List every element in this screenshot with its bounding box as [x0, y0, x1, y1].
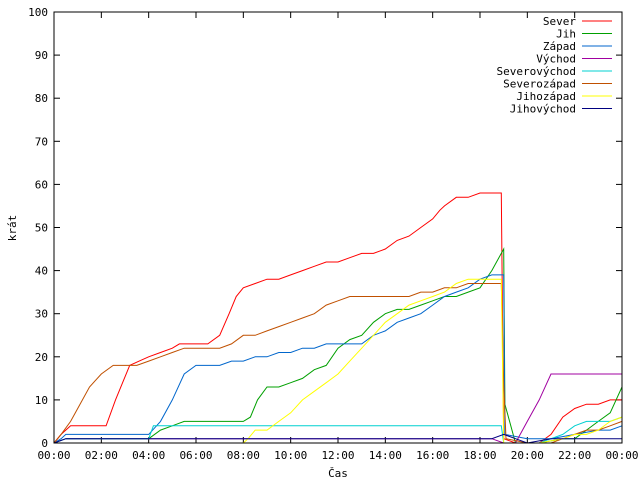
legend-label: Jihovýchod: [510, 103, 576, 116]
x-tick-label: 00:00: [605, 449, 638, 462]
x-axis-label: Čas: [328, 467, 348, 480]
x-tick-label: 10:00: [274, 449, 307, 462]
series-layer: [53, 192, 623, 444]
y-axis-label: krát: [6, 215, 19, 242]
x-tick-label: 22:00: [558, 449, 591, 462]
x-tick-label: 12:00: [321, 449, 354, 462]
y-tick-label: 30: [35, 308, 48, 321]
y-tick-label: 80: [35, 92, 48, 105]
series-line-7: [54, 278, 623, 444]
series-line-3: [53, 274, 623, 444]
legend-label: Západ: [543, 40, 576, 53]
y-tick-label: 0: [41, 437, 48, 450]
y-tick-label: 100: [28, 6, 48, 19]
x-tick-label: 14:00: [369, 449, 402, 462]
x-tick-label: 18:00: [463, 449, 496, 462]
y-tick-label: 50: [35, 222, 48, 235]
y-tick-label: 40: [35, 265, 48, 278]
y-tick-label: 10: [35, 394, 48, 407]
axes: 0 10 20 30 40 50 60 70 80 90 100 00:00 02:00 04:00 06:…: [28, 6, 638, 462]
plot-frame: [53, 11, 623, 444]
y-tick-label: 60: [35, 178, 48, 191]
series-line-1: [53, 192, 622, 444]
legend-label: Severozápad: [503, 78, 576, 91]
x-tick-label: 08:00: [227, 449, 260, 462]
x-tick-label: 02:00: [85, 449, 118, 462]
x-tick-label: 20:00: [511, 449, 544, 462]
legend-label: Sever: [543, 15, 576, 28]
y-tick-label: 20: [35, 351, 48, 364]
x-tick-label: 04:00: [132, 449, 165, 462]
x-tick-label: 16:00: [416, 449, 449, 462]
legend-label: Severovýchod: [497, 65, 576, 78]
x-tick-label: 00:00: [37, 449, 70, 462]
legend: SeverJihZápadVýchodSeverovýchodSeverozáp…: [497, 15, 612, 116]
series-line-8: [53, 433, 622, 444]
legend-label: Jih: [556, 28, 576, 41]
series-line-6: [53, 283, 623, 444]
y-tick-label: 90: [35, 49, 48, 62]
legend-label: Jihozápad: [516, 90, 576, 103]
y-tick-label: 70: [35, 135, 48, 148]
legend-label: Východ: [536, 53, 576, 66]
x-tick-label: 06:00: [179, 449, 212, 462]
